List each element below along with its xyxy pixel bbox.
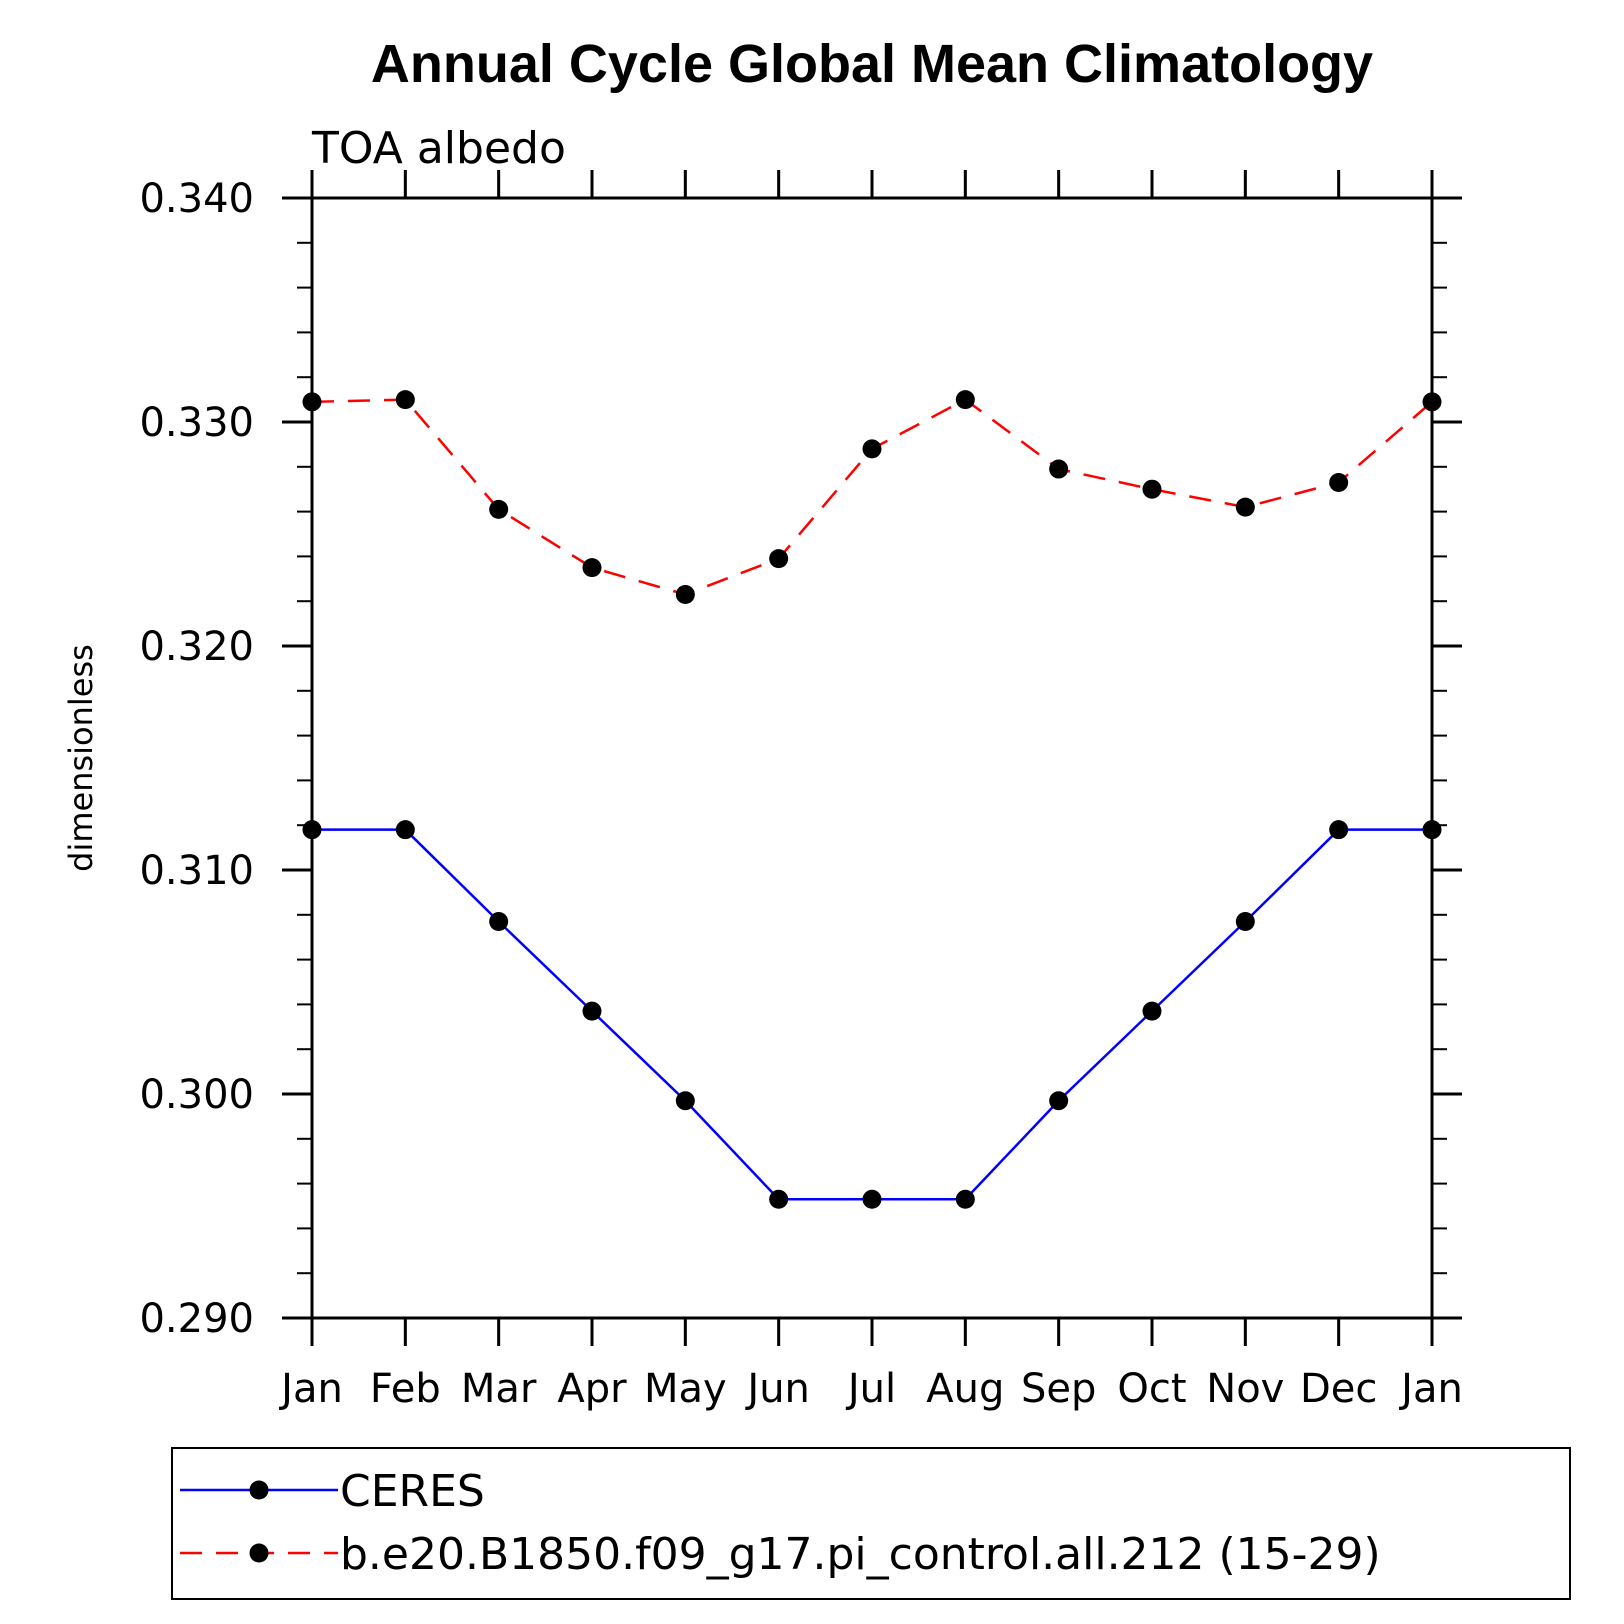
- data-point: [675, 1091, 695, 1111]
- y-axis-label: dimensionless: [62, 644, 100, 872]
- y-tick-label: 0.310: [139, 848, 254, 894]
- data-point: [862, 439, 882, 459]
- legend-label-1: CERES: [340, 1466, 485, 1517]
- y-tick-label: 0.300: [139, 1072, 254, 1118]
- y-tick-label: 0.320: [139, 624, 254, 670]
- data-point: [1142, 1001, 1162, 1021]
- legend-marker-2: [249, 1543, 269, 1563]
- x-tick-label: Jan: [1398, 1366, 1463, 1412]
- x-tick-label: Mar: [461, 1366, 537, 1412]
- data-point: [1235, 497, 1255, 517]
- chart-subtitle: TOA albedo: [311, 123, 566, 174]
- x-tick-label: Apr: [557, 1366, 627, 1412]
- x-tick-label: Oct: [1117, 1366, 1186, 1412]
- data-point: [1329, 820, 1349, 840]
- y-tick-label: 0.330: [139, 400, 254, 446]
- x-tick-label: Aug: [926, 1366, 1004, 1412]
- y-tick-label: 0.290: [139, 1296, 254, 1342]
- data-point: [955, 390, 975, 410]
- legend-label-2: b.e20.B1850.f09_g17.pi_control.all.212 (…: [340, 1529, 1381, 1580]
- axis-ticks: [282, 170, 1462, 1346]
- plot-frame: [310, 196, 1434, 1320]
- data-point: [1142, 479, 1162, 499]
- x-tick-label: Dec: [1300, 1366, 1377, 1412]
- x-tick-label: Jan: [278, 1366, 343, 1412]
- data-point: [489, 499, 509, 519]
- series-line-2: [311, 398, 1433, 596]
- data-point: [1329, 472, 1349, 492]
- legend: CERES b.e20.B1850.f09_g17.pi_control.all.…: [171, 1447, 1571, 1600]
- data-point: [489, 912, 509, 932]
- x-tick-labels: Jan Feb Mar Apr May Jun Jul Aug Sep Oct Nov Dec Jan: [278, 1366, 1463, 1412]
- y-tick-label: 0.340: [139, 176, 254, 222]
- legend-marker-1: [249, 1480, 269, 1500]
- data-point: [675, 584, 695, 604]
- data-point: [395, 390, 415, 410]
- y-tick-labels: 0.290 0.300 0.310 0.320 0.330 0.340: [139, 176, 254, 1342]
- legend-box: [171, 1447, 1571, 1600]
- data-point: [582, 558, 602, 578]
- data-point: [1235, 912, 1255, 932]
- data-point: [395, 820, 415, 840]
- data-point: [1049, 459, 1069, 479]
- x-tick-label: Jun: [744, 1366, 810, 1412]
- chart-title: Annual Cycle Global Mean Climatology: [371, 34, 1373, 94]
- x-tick-label: Nov: [1206, 1366, 1284, 1412]
- series-line-1: [312, 828, 1432, 1201]
- x-tick-label: Sep: [1021, 1366, 1096, 1412]
- data-point: [769, 549, 789, 569]
- data-point: [582, 1001, 602, 1021]
- data-point: [769, 1189, 789, 1209]
- x-tick-label: Feb: [370, 1366, 441, 1412]
- series-points: [302, 390, 1442, 1209]
- data-point: [862, 1189, 882, 1209]
- data-point: [1049, 1091, 1069, 1111]
- data-point: [955, 1189, 975, 1209]
- series-lines: [311, 398, 1433, 1201]
- legend-entries: CERES b.e20.B1850.f09_g17.pi_control.all.…: [180, 1466, 1381, 1580]
- x-tick-label: May: [644, 1366, 727, 1412]
- x-tick-label: Jul: [845, 1366, 896, 1412]
